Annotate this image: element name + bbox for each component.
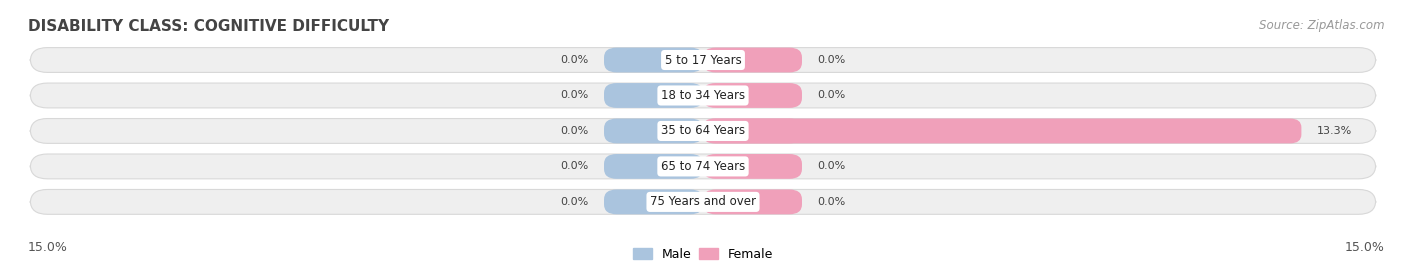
Text: 15.0%: 15.0% [28,241,67,254]
Text: 0.0%: 0.0% [560,197,588,207]
FancyBboxPatch shape [703,83,801,108]
Text: DISABILITY CLASS: COGNITIVE DIFFICULTY: DISABILITY CLASS: COGNITIVE DIFFICULTY [28,19,389,34]
FancyBboxPatch shape [31,48,1375,72]
FancyBboxPatch shape [605,119,703,143]
Text: 0.0%: 0.0% [560,126,588,136]
Text: 75 Years and over: 75 Years and over [650,195,756,208]
FancyBboxPatch shape [605,154,703,179]
Text: 0.0%: 0.0% [818,90,846,100]
Text: 35 to 64 Years: 35 to 64 Years [661,124,745,137]
Text: 0.0%: 0.0% [560,55,588,65]
Text: 13.3%: 13.3% [1317,126,1353,136]
Legend: Male, Female: Male, Female [628,243,778,266]
FancyBboxPatch shape [605,83,703,108]
Text: 0.0%: 0.0% [818,161,846,171]
FancyBboxPatch shape [605,190,703,214]
Text: 0.0%: 0.0% [818,55,846,65]
FancyBboxPatch shape [703,119,801,143]
FancyBboxPatch shape [703,119,1302,143]
Text: 15.0%: 15.0% [1346,241,1385,254]
Text: 0.0%: 0.0% [818,197,846,207]
Text: Source: ZipAtlas.com: Source: ZipAtlas.com [1260,19,1385,32]
Text: 5 to 17 Years: 5 to 17 Years [665,53,741,66]
FancyBboxPatch shape [703,154,801,179]
Text: 0.0%: 0.0% [560,161,588,171]
FancyBboxPatch shape [703,190,801,214]
FancyBboxPatch shape [31,154,1375,179]
FancyBboxPatch shape [605,48,703,72]
FancyBboxPatch shape [703,48,801,72]
FancyBboxPatch shape [31,119,1375,143]
Text: 65 to 74 Years: 65 to 74 Years [661,160,745,173]
FancyBboxPatch shape [31,190,1375,214]
Text: 18 to 34 Years: 18 to 34 Years [661,89,745,102]
FancyBboxPatch shape [31,83,1375,108]
Text: 0.0%: 0.0% [560,90,588,100]
